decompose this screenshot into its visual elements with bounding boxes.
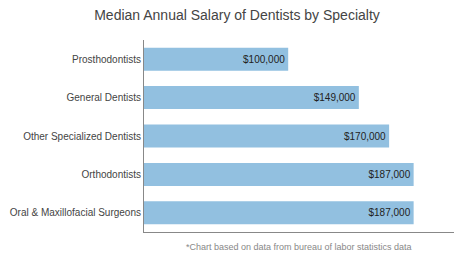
svg-text:$100,000: $100,000: [243, 54, 285, 65]
svg-text:*Chart based on data from bure: *Chart based on data from bureau of labo…: [186, 242, 412, 252]
svg-text:Oral & Maxillofacial Surgeons: Oral & Maxillofacial Surgeons: [10, 207, 141, 218]
svg-text:$149,000: $149,000: [314, 92, 356, 103]
svg-text:General Dentists: General Dentists: [67, 92, 141, 103]
svg-text:$187,000: $187,000: [368, 207, 410, 218]
svg-text:Median Annual Salary of Dentis: Median Annual Salary of Dentists by Spec…: [94, 7, 380, 23]
svg-text:Orthodontists: Orthodontists: [82, 169, 141, 180]
svg-text:$187,000: $187,000: [368, 169, 410, 180]
svg-text:Other Specialized Dentists: Other Specialized Dentists: [23, 131, 141, 142]
svg-text:Prosthodontists: Prosthodontists: [72, 54, 141, 65]
svg-text:$170,000: $170,000: [344, 131, 386, 142]
